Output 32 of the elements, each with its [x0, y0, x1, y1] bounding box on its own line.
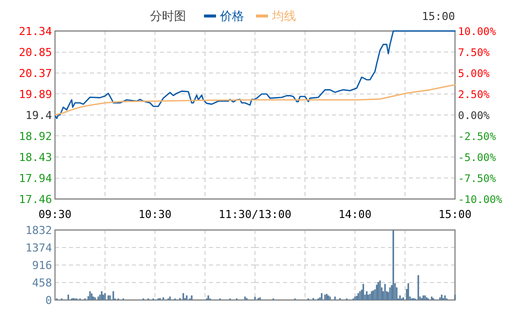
x-tick-label: 14:00 — [338, 208, 372, 221]
y-tick-label: 19.89 — [18, 88, 52, 101]
y-tick-label: 18.43 — [18, 151, 52, 164]
y-tick-label: 1832 — [26, 224, 52, 237]
x-tick-label: 11:30/13:00 — [218, 208, 292, 221]
y-tick-label: 916 — [32, 259, 52, 272]
y2-tick-label: 2.50% — [458, 89, 490, 101]
y2-tick-label: -2.50% — [458, 131, 497, 143]
x-tick-label: 10:30 — [138, 208, 172, 221]
chart-title: 分时图 — [150, 9, 186, 23]
y-tick-label: 1374 — [26, 242, 52, 254]
y-tick-label: 20.85 — [18, 46, 52, 60]
y2-tick-label: -10.00% — [458, 194, 503, 206]
y-tick-label: 17.94 — [18, 172, 52, 186]
y2-tick-label: 10.00% — [458, 26, 497, 38]
y-tick-label: 20.37 — [18, 67, 52, 80]
legend-label: 均线 — [271, 9, 296, 23]
y-tick-label: 0 — [45, 294, 52, 307]
y-tick-label: 458 — [32, 276, 52, 290]
y2-tick-label: 0.00% — [458, 110, 490, 122]
y-tick-label: 19.4 — [26, 109, 52, 122]
text: 15:00 — [422, 10, 455, 23]
x-tick-label: 15:00 — [438, 208, 472, 221]
y-tick-label: 18.92 — [18, 130, 52, 143]
y2-tick-label: 5.00% — [458, 68, 490, 80]
y2-tick-label: -5.00% — [458, 152, 497, 164]
y-tick-label: 17.46 — [18, 193, 52, 206]
y2-tick-label: 7.50% — [458, 47, 490, 59]
y-tick-label: 21.34 — [18, 25, 52, 38]
legend-label: 价格 — [219, 9, 244, 23]
y2-tick-label: -7.50% — [458, 173, 497, 185]
x-tick-label: 09:30 — [38, 208, 72, 221]
